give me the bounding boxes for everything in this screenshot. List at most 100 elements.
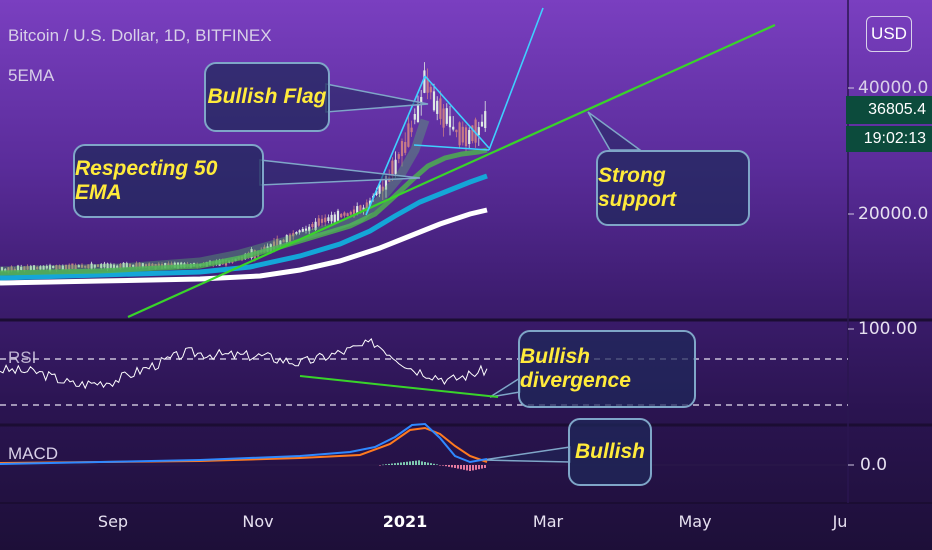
candle-body — [410, 127, 413, 133]
candle-body — [455, 129, 458, 133]
macd-histogram-bar — [424, 462, 426, 465]
candle-body — [148, 263, 151, 269]
rsi-line — [0, 337, 488, 390]
candle-body — [394, 159, 397, 174]
candle-body — [16, 265, 20, 272]
ema-green-ribbon — [0, 118, 430, 276]
candle-body — [471, 125, 474, 142]
candle-body — [64, 264, 68, 271]
candle-body — [68, 264, 71, 270]
candle-body — [135, 263, 138, 269]
candle-body — [282, 239, 285, 243]
callout-bullish-flag: Bullish Flag — [204, 62, 330, 132]
candle-body — [327, 217, 330, 221]
candle-body — [77, 265, 80, 268]
candle-body — [93, 264, 96, 268]
macd-histogram-bar — [400, 462, 402, 465]
candle-body — [144, 264, 148, 268]
breakout-projection-line — [488, 7, 544, 151]
candle-body — [423, 70, 426, 93]
candle-body — [52, 266, 55, 269]
candle-body — [378, 184, 381, 194]
macd-histogram-bar — [388, 463, 390, 465]
candle-body — [279, 240, 282, 246]
ema-green-line — [0, 147, 488, 276]
candle-body — [413, 113, 416, 120]
candle-body — [55, 265, 58, 270]
macd-histogram-bar — [379, 465, 381, 466]
candle-body — [381, 186, 384, 192]
candle-body — [474, 119, 477, 143]
candle-body — [356, 206, 359, 214]
macd-histogram-bar — [442, 465, 444, 466]
candle-body — [461, 126, 464, 143]
candle-body — [36, 266, 39, 270]
candle-body — [58, 265, 61, 269]
macd-line — [0, 422, 488, 465]
callout-bullish-divergence: Bullish divergence — [518, 330, 696, 408]
candle-body — [439, 98, 442, 119]
macd-histogram-bar — [478, 465, 480, 470]
macd-histogram-bar — [394, 463, 396, 465]
bar-countdown: 19:02:13 — [846, 126, 932, 152]
callout-respecting-50-ema: Respecting 50 EMA — [73, 144, 264, 218]
x-tick-may: May — [678, 512, 712, 531]
candle-body — [20, 266, 23, 270]
candle-body — [103, 263, 106, 268]
candle-body — [320, 218, 324, 223]
macd-histogram-bar — [463, 465, 465, 470]
candle-body — [157, 263, 160, 268]
macd-histogram-bar — [415, 460, 417, 465]
divergence-pointer — [489, 376, 521, 398]
macd-histogram-bar — [439, 465, 441, 466]
candle-body — [480, 121, 484, 127]
candle-body — [333, 214, 336, 223]
candle-body — [432, 91, 436, 111]
candle-body — [301, 228, 304, 232]
ema-white-line — [0, 207, 488, 286]
bullish-pointer — [482, 446, 571, 463]
candle-body — [442, 108, 445, 128]
macd-histogram — [379, 460, 486, 471]
candle-body — [26, 266, 29, 270]
candle-body — [436, 100, 439, 114]
price-label-20000: 20000.0 — [858, 204, 929, 224]
candle-body — [340, 214, 343, 218]
candle-body — [311, 223, 314, 228]
callout-bullish: Bullish — [568, 418, 652, 486]
macd-histogram-bar — [433, 463, 435, 465]
macd-histogram-bar — [406, 461, 408, 465]
currency-button[interactable]: USD — [866, 16, 912, 52]
price-candles — [0, 62, 487, 274]
macd-histogram-bar — [484, 465, 486, 468]
candle-body — [7, 267, 10, 273]
candle-body — [48, 265, 52, 271]
macd-histogram-bar — [418, 460, 420, 465]
candle-body — [458, 122, 461, 146]
indicator-label: 5EMA — [8, 66, 55, 85]
macd-histogram-bar — [412, 461, 414, 465]
macd-histogram-bar — [445, 465, 447, 467]
x-tick-jun: Ju — [832, 512, 848, 531]
candle-body — [416, 103, 420, 123]
candle-body — [87, 264, 90, 269]
candle-body — [324, 217, 327, 223]
candle-body — [484, 111, 487, 129]
macd-histogram-bar — [430, 463, 432, 465]
candle-body — [336, 210, 340, 221]
macd-histogram-bar — [466, 465, 468, 471]
candle-body — [276, 238, 279, 248]
current-price-tag: 36805.4 — [846, 96, 932, 124]
macd-histogram-bar — [421, 461, 423, 465]
candle-body — [407, 123, 410, 147]
candle-body — [109, 264, 112, 268]
candle-body — [29, 266, 32, 270]
candle-body — [317, 218, 320, 226]
candle-body — [308, 226, 311, 232]
candle-body — [106, 263, 109, 270]
candle-body — [288, 234, 292, 243]
candle-body — [349, 211, 352, 215]
macd-histogram-bar — [448, 465, 450, 467]
